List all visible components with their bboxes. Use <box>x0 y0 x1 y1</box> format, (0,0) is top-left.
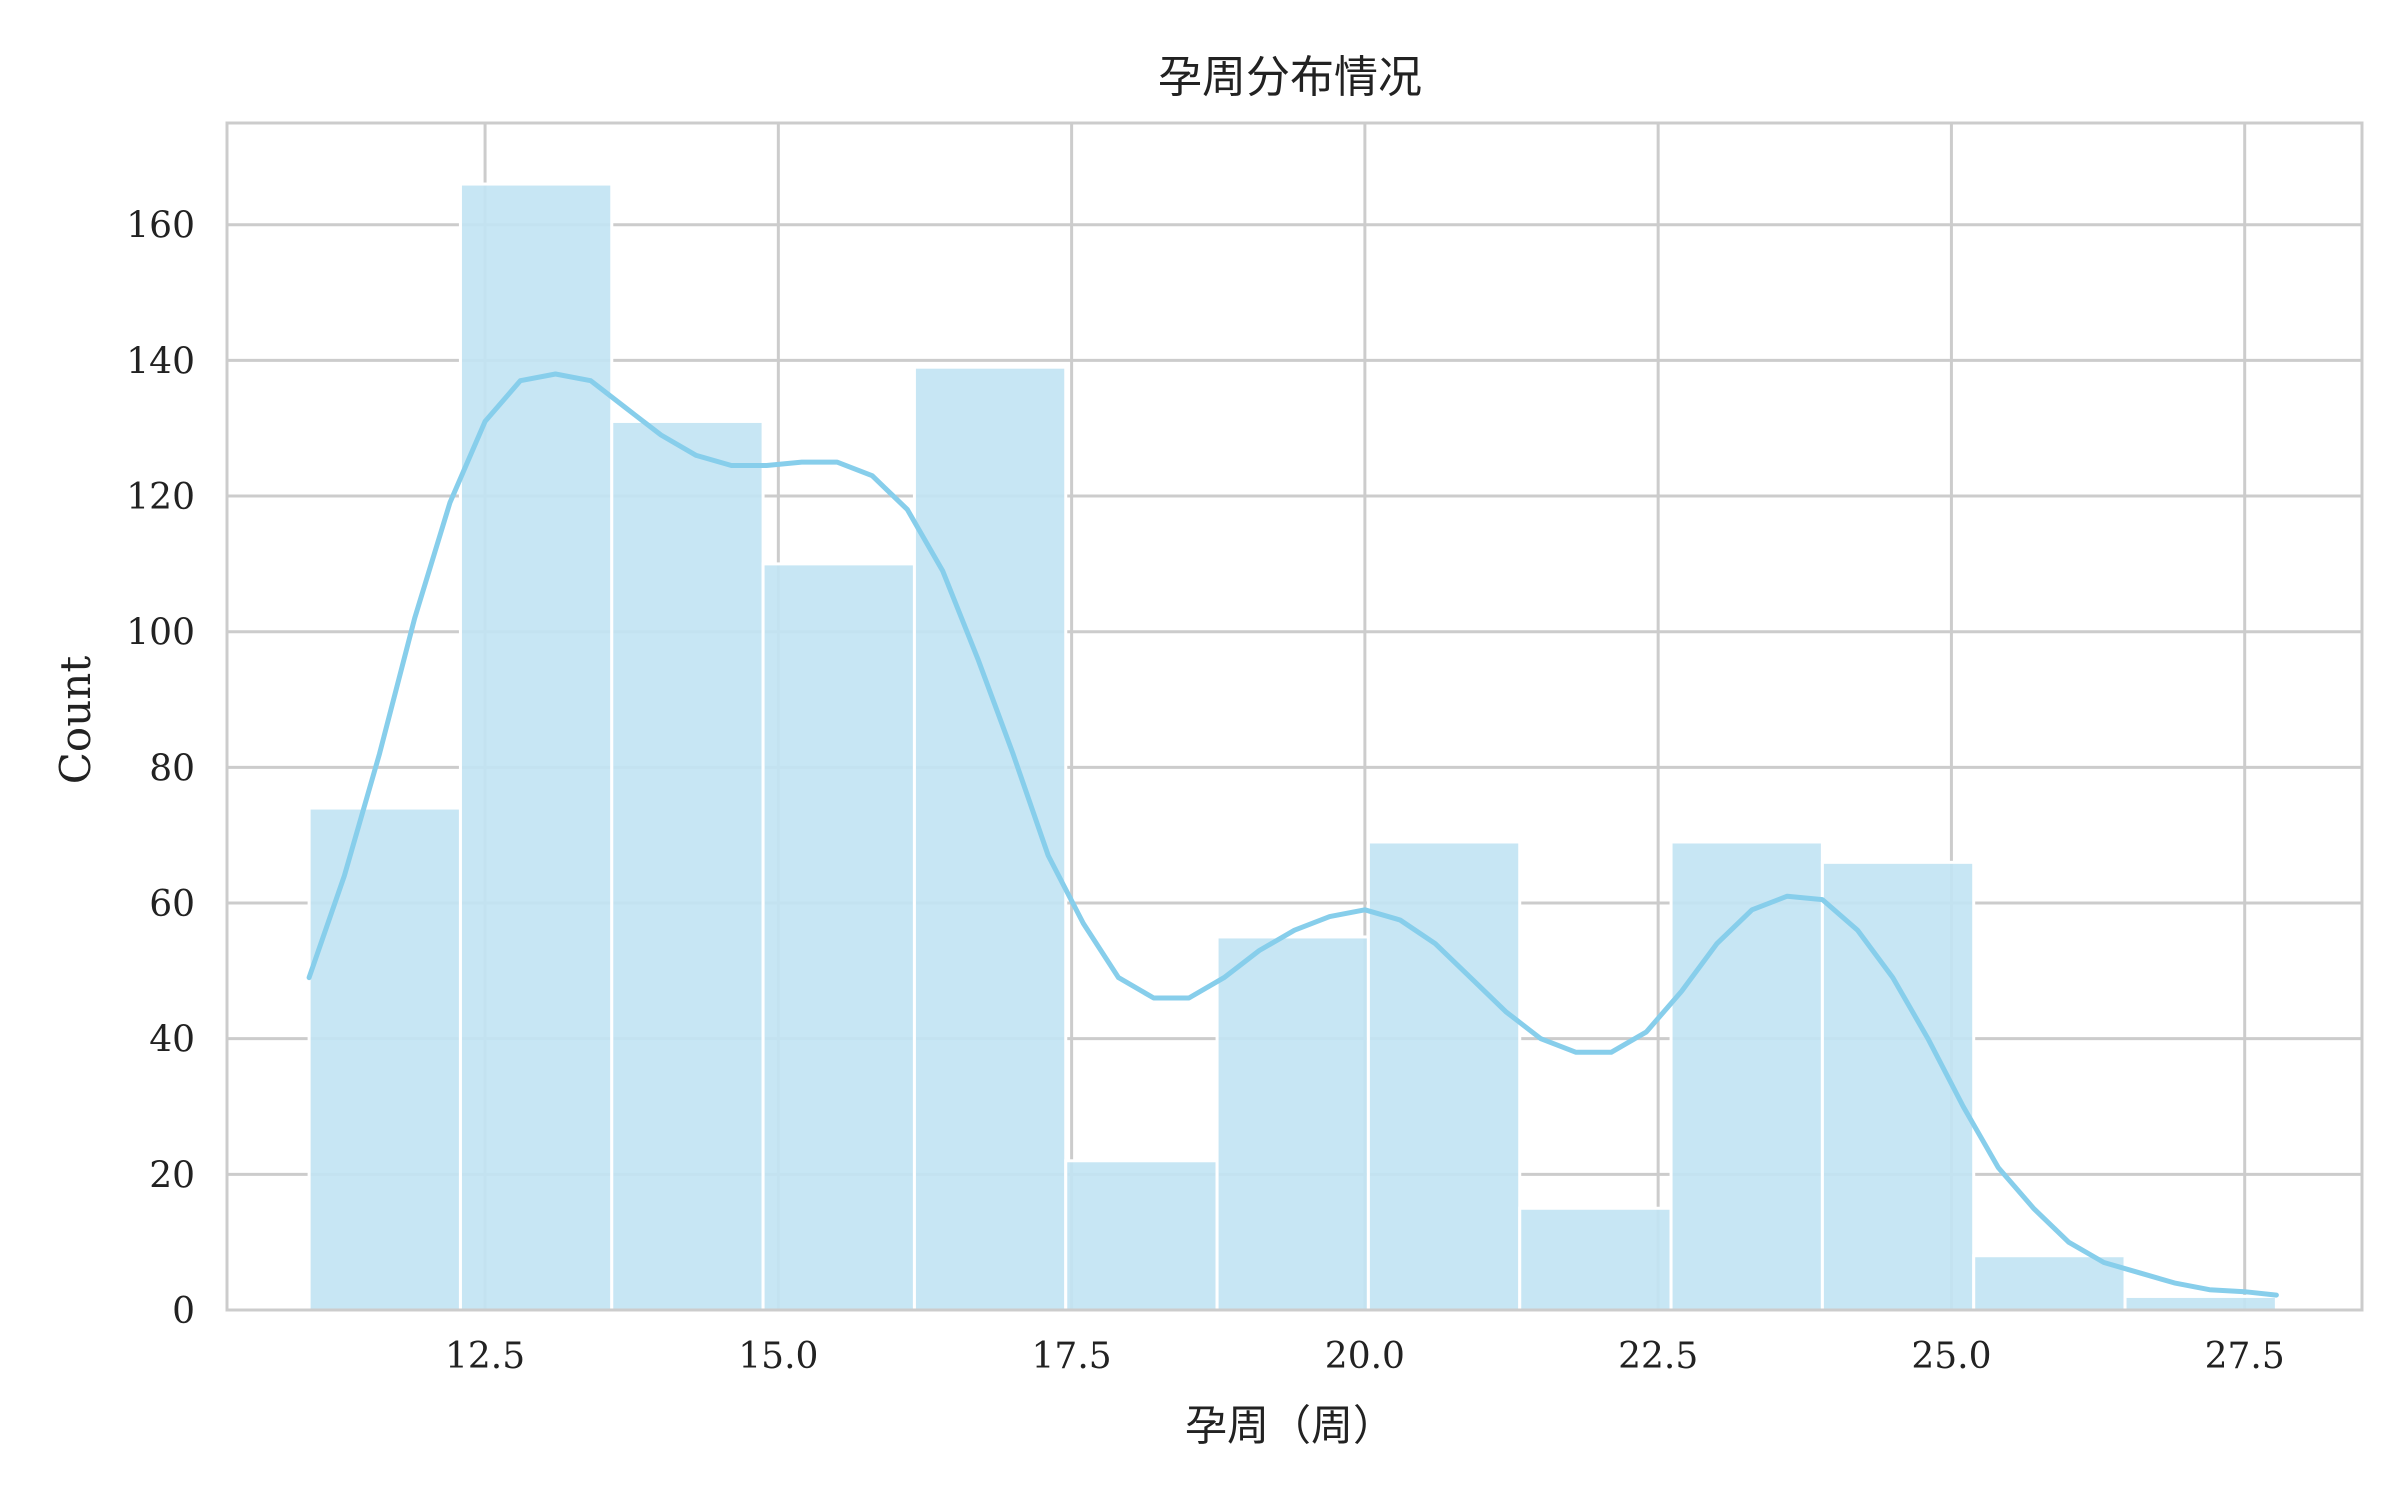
x-axis-title: 孕周（周） <box>1185 1401 1395 1450</box>
y-tick-label: 0 <box>172 1291 195 1332</box>
x-tick-label: 17.5 <box>1032 1336 1112 1377</box>
y-tick-label: 100 <box>126 613 195 654</box>
x-tick-labels: 12.5 15.0 17.5 20.0 22.5 25.0 27.5 <box>445 1336 2285 1377</box>
x-tick-label: 12.5 <box>445 1336 525 1377</box>
chart-title: 孕周分布情况 <box>1158 52 1422 103</box>
y-tick-label: 160 <box>126 206 195 247</box>
histogram-bar <box>1518 1206 1673 1312</box>
y-tick-label: 120 <box>126 477 195 518</box>
y-tick-label: 60 <box>149 884 195 925</box>
y-tick-label: 140 <box>126 341 195 382</box>
bars-layer <box>307 182 2278 1312</box>
x-tick-label: 27.5 <box>2205 1336 2285 1377</box>
histogram-bar <box>1366 840 1522 1312</box>
x-tick-label: 25.0 <box>1911 1336 1991 1377</box>
x-tick-label: 15.0 <box>738 1336 818 1377</box>
axes-frame <box>225 121 2364 1312</box>
x-tick-label: 22.5 <box>1618 1336 1698 1377</box>
y-tick-label: 80 <box>149 748 195 789</box>
histogram-bar <box>1064 1159 1219 1312</box>
histogram-bar <box>458 182 614 1312</box>
y-axis-title: Count <box>51 656 100 785</box>
x-tick-label: 20.0 <box>1325 1336 1405 1377</box>
kde-layer <box>306 371 2279 1298</box>
y-tick-label: 20 <box>149 1155 195 1196</box>
histogram-bar <box>761 562 916 1312</box>
kde-curve <box>306 371 2279 1298</box>
histogram-bar <box>1215 935 1370 1312</box>
histogram-bar <box>1669 840 1824 1312</box>
histogram-bar <box>610 419 765 1312</box>
y-tick-label: 40 <box>149 1020 195 1061</box>
histogram-bar <box>1820 860 1976 1312</box>
histogram-bar <box>1972 1254 2127 1312</box>
histogram-bar <box>307 806 462 1312</box>
y-tick-labels: 0 20 40 60 80 100 120 140 160 <box>126 206 195 1332</box>
histogram-bar <box>2123 1294 2278 1312</box>
